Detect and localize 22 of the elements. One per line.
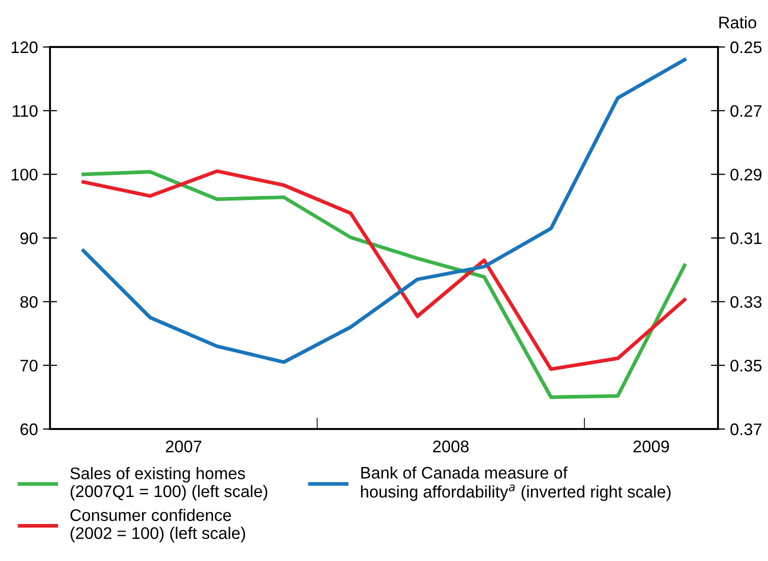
y2-tick-label: 0.25 xyxy=(730,41,762,54)
y2-tick-label: 0.31 xyxy=(730,232,762,244)
y-tick-label: 80 xyxy=(20,296,38,308)
y2-tick-label: 0.27 xyxy=(730,105,762,117)
y-tick-label: 70 xyxy=(20,360,38,372)
y-tick-label: 60 xyxy=(20,423,38,436)
y2-axis-title: Ratio xyxy=(719,16,756,28)
legend-label: Bank of Canada measure of housing affordability$^{a}$ (inverted right scale) xyxy=(361,466,671,501)
y2-tick-label: 0.37 xyxy=(730,423,762,436)
legend-label: Consumer confidence (2002 = 100) (left scale) xyxy=(70,508,246,542)
x-tick-label: 2008 xyxy=(433,440,469,452)
x-tick-label: 2009 xyxy=(634,440,669,452)
y-tick-label: 120 xyxy=(12,41,38,54)
y-tick-label: 90 xyxy=(20,232,38,244)
y2-tick-label: 0.35 xyxy=(730,360,762,372)
line-series xyxy=(82,58,686,364)
legend-label: Sales of existing homes (2007Q1 = 100) (left scale) xyxy=(70,467,268,500)
y2-tick-label: 0.33 xyxy=(730,296,762,308)
y2-tick-label: 0.29 xyxy=(730,168,762,181)
y-tick-label: 100 xyxy=(12,168,38,181)
y-tick-label: 110 xyxy=(12,105,38,117)
x-tick-label: 2007 xyxy=(166,440,202,452)
